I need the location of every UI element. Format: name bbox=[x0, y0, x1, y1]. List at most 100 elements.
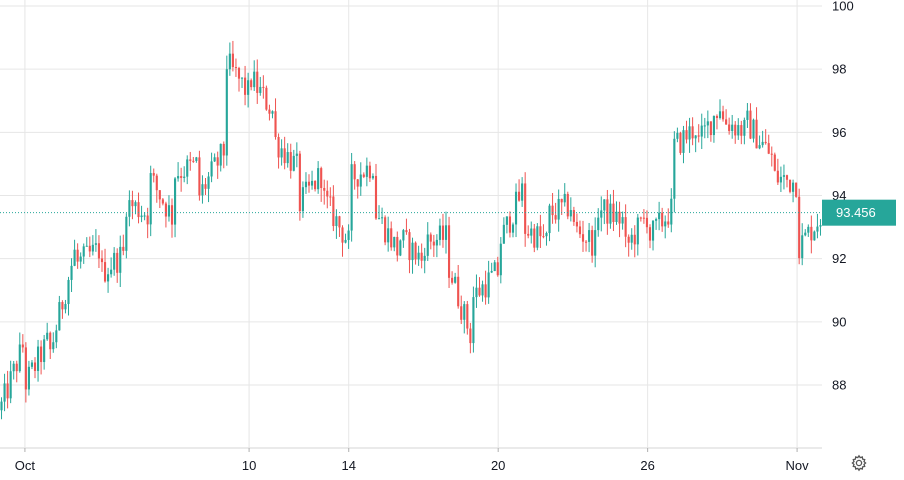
candle-body bbox=[648, 227, 652, 241]
candle-body bbox=[661, 212, 664, 227]
candle-body bbox=[721, 111, 725, 120]
candle-body bbox=[563, 193, 566, 203]
candle-body bbox=[399, 240, 402, 256]
y-tick-label: 92 bbox=[832, 251, 846, 266]
candle-body bbox=[813, 231, 816, 241]
candle-body bbox=[636, 217, 639, 245]
candle-body bbox=[475, 287, 478, 298]
candle-body bbox=[82, 246, 85, 257]
x-tick-label: Oct bbox=[15, 458, 36, 473]
candle-body bbox=[30, 362, 34, 367]
y-tick-label: 100 bbox=[832, 0, 854, 14]
candle-body bbox=[807, 226, 810, 233]
candle-body bbox=[131, 200, 134, 207]
candle-body bbox=[734, 124, 737, 136]
candle-body bbox=[658, 212, 661, 220]
candle-body bbox=[521, 183, 524, 201]
candle-body bbox=[773, 154, 776, 171]
candle-body bbox=[24, 347, 27, 390]
candle-body bbox=[100, 258, 104, 263]
candle-body bbox=[481, 284, 484, 296]
candle-body bbox=[664, 221, 667, 227]
candle-body bbox=[320, 168, 323, 188]
candle-body bbox=[527, 233, 530, 236]
candle-body bbox=[213, 157, 216, 162]
candle-body bbox=[125, 216, 128, 251]
candle-body bbox=[533, 228, 536, 248]
candle-body bbox=[755, 119, 758, 149]
candle-body bbox=[140, 215, 143, 218]
candle-body bbox=[143, 215, 146, 217]
candle-body bbox=[377, 218, 381, 220]
candle-body bbox=[615, 211, 618, 222]
candle-body bbox=[557, 198, 560, 220]
candle-body bbox=[332, 196, 335, 227]
candle-body bbox=[566, 193, 569, 217]
candle-body bbox=[201, 184, 204, 196]
candle-body bbox=[700, 125, 703, 137]
candle-body bbox=[819, 225, 822, 227]
candle-body bbox=[788, 179, 792, 192]
candle-body bbox=[499, 243, 502, 276]
gear-icon[interactable] bbox=[850, 454, 868, 472]
candle-body bbox=[429, 234, 432, 242]
x-axis[interactable]: Oct 10 14 20 26 Nov bbox=[15, 448, 809, 473]
candle-body bbox=[122, 246, 125, 251]
y-axis[interactable]: 88 90 92 94 96 98 100 bbox=[832, 0, 854, 393]
candle-body bbox=[307, 181, 311, 186]
candle-body bbox=[728, 124, 731, 131]
candle-body bbox=[405, 230, 408, 233]
candle-body bbox=[441, 225, 445, 240]
candle-body bbox=[192, 160, 195, 162]
candle-body bbox=[578, 226, 582, 235]
candle-body bbox=[609, 203, 612, 224]
candle-body bbox=[43, 339, 46, 363]
candle-body bbox=[225, 69, 228, 156]
candle-body bbox=[21, 344, 24, 348]
candle-body bbox=[113, 252, 116, 270]
candle-body bbox=[642, 217, 645, 219]
candle-body bbox=[630, 234, 633, 243]
candle-body bbox=[94, 243, 97, 245]
candle-body bbox=[110, 269, 113, 275]
last-price-tag: 93.456 bbox=[822, 199, 896, 226]
candle-body bbox=[423, 255, 426, 261]
candle-body bbox=[161, 199, 164, 204]
candle-body bbox=[341, 227, 344, 243]
candle-body bbox=[575, 221, 578, 227]
candle-body bbox=[70, 265, 73, 280]
candle-body bbox=[645, 217, 649, 228]
candle-body bbox=[107, 274, 110, 282]
last-price-label: 93.456 bbox=[836, 205, 876, 220]
candle-body bbox=[76, 249, 79, 262]
candle-body bbox=[216, 157, 219, 166]
candle-body bbox=[676, 132, 679, 139]
candle-body bbox=[712, 115, 715, 136]
candle-body bbox=[231, 53, 234, 68]
candle-body bbox=[58, 302, 61, 331]
candle-body bbox=[697, 135, 700, 137]
candle-body bbox=[752, 119, 755, 139]
candle-body bbox=[591, 230, 594, 256]
candle-body bbox=[785, 175, 789, 180]
last-price-tag-background bbox=[822, 199, 896, 226]
candlestick-series bbox=[0, 40, 822, 420]
candle-body bbox=[792, 182, 795, 192]
candle-body bbox=[484, 284, 487, 298]
candle-body bbox=[237, 68, 241, 79]
candle-body bbox=[749, 110, 752, 139]
candle-body bbox=[469, 328, 472, 344]
candle-body bbox=[743, 119, 746, 136]
candle-body bbox=[542, 236, 545, 238]
candle-body bbox=[524, 183, 527, 234]
candle-body bbox=[137, 202, 140, 218]
candle-body bbox=[758, 145, 761, 149]
candle-body bbox=[247, 80, 250, 95]
candle-body bbox=[228, 53, 231, 70]
candle-body bbox=[655, 219, 658, 221]
candle-body bbox=[539, 226, 542, 237]
candle-body bbox=[384, 217, 387, 243]
y-tick-label: 98 bbox=[832, 62, 846, 77]
candle-body bbox=[463, 304, 466, 320]
